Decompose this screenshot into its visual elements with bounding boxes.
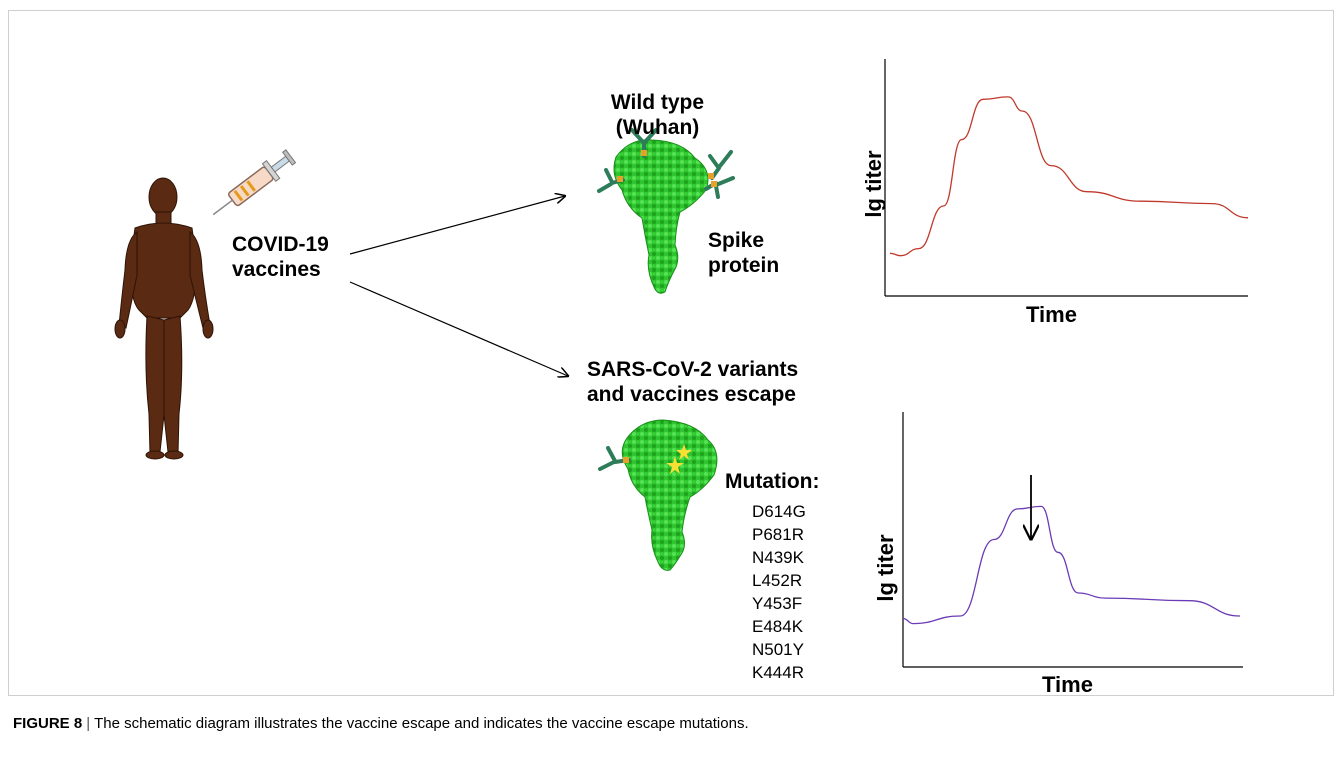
wild-type-label: Wild type (Wuhan) <box>565 90 750 140</box>
caption-separator: | <box>86 715 91 732</box>
mutation-item: K444R <box>752 663 804 682</box>
mutation-star-icon <box>666 456 684 474</box>
mutation-item: Y453F <box>752 594 803 613</box>
spike-protein-variant-icon <box>598 419 718 571</box>
variants-title-line1: SARS-CoV-2 variants <box>587 358 799 381</box>
mutation-item: N501Y <box>752 640 804 659</box>
mutation-star-icon <box>676 444 692 460</box>
arrow-to-wild-type <box>349 196 565 255</box>
mutation-item: E484K <box>752 617 804 636</box>
spike-label-line1: Spike <box>708 229 765 252</box>
vaccine-label: COVID-19 vaccines <box>232 232 329 282</box>
spike-protein-label: Spike protein <box>708 228 779 278</box>
mutation-heading: Mutation: <box>725 470 820 493</box>
vaccine-label-line1: COVID-19 <box>232 233 329 256</box>
mutation-item: D614G <box>752 502 806 521</box>
figure-frame <box>8 10 1334 696</box>
figure-number: FIGURE 8 <box>13 715 83 732</box>
vaccine-label-line2: vaccines <box>232 258 321 282</box>
human-figure-icon <box>114 177 214 460</box>
chart-bottom-ylabel: lg titer <box>873 534 898 602</box>
spike-label-line2: protein <box>708 254 780 278</box>
figure-caption: FIGURE 8 | The schematic diagram illustrat… <box>13 715 749 732</box>
mutation-item: N439K <box>752 548 804 567</box>
chart-bottom-xlabel: Time <box>1042 672 1093 697</box>
mutation-item: L452R <box>752 571 803 590</box>
caption-text: The schematic diagram illustrates the va… <box>94 715 749 732</box>
chart-top-xlabel: Time <box>1026 302 1077 327</box>
arrow-to-variants <box>349 281 568 376</box>
variants-title: SARS-CoV-2 variants and vaccines escape <box>587 357 798 407</box>
spike-protein-wild-type-icon <box>597 128 735 294</box>
variants-title-line2: and vaccines escape <box>587 383 796 407</box>
chart-bottom-axes <box>902 412 1243 668</box>
chart-top-ylabel: lg titer <box>861 150 886 218</box>
chart-bottom-series <box>902 505 1241 625</box>
mutation-item: P681R <box>752 525 804 544</box>
syringe-icon <box>212 149 297 216</box>
mutation-list: D614G P681R N439K L452R Y453F E484K N501Y K444R <box>752 500 862 684</box>
wild-type-line1: Wild type <box>610 91 705 114</box>
chart-top-axes <box>884 59 1248 297</box>
chart-top-series <box>889 96 1249 257</box>
wild-type-line2: (Wuhan) <box>615 116 700 140</box>
